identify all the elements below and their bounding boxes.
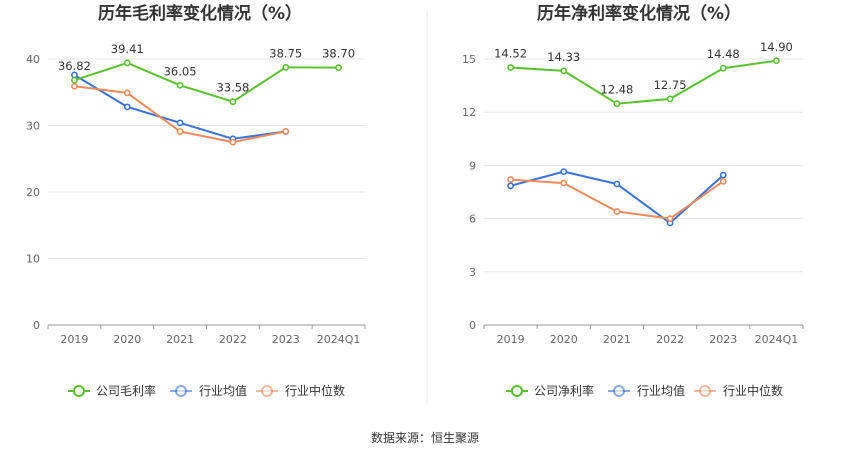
x-tick-label: 2024Q1 [755,333,799,346]
legend-label: 行业均值 [637,383,685,398]
data-point-industry_avg [560,168,568,176]
legend-swatch-marker [73,385,85,397]
data-point-industry_median [176,128,184,135]
data-point-industry_avg [613,180,621,188]
data-point-industry_avg [507,182,514,190]
legend-swatch-marker [175,385,187,397]
data-point-industry_median [229,138,237,146]
data-label: 33.58 [216,81,249,95]
x-tick-label: 2022 [656,333,684,346]
data-label: 14.33 [547,50,580,64]
legend-swatch-marker [699,385,711,397]
data-label: 14.48 [707,47,740,61]
legend-label: 公司净利率 [534,383,594,398]
series-line-company [510,59,777,105]
data-point-industry_avg [123,103,131,111]
data-point-industry_median [719,177,727,185]
data-label: 14.90 [760,40,793,54]
y-tick-label: 20 [26,186,40,199]
data-point-company [773,57,780,65]
x-tick-label: 2023 [709,333,737,346]
data-point-industry_avg [719,171,727,179]
data-point-industry_median [282,128,290,135]
data-label: 39.41 [111,42,144,56]
x-tick-label: 2021 [166,333,194,346]
x-tick-label: 2020 [550,333,578,346]
data-point-industry_median [613,208,621,215]
y-tick-label: 0 [469,319,476,332]
data-point-company [335,64,342,72]
data-point-company [282,63,290,71]
data-label: 36.82 [58,59,91,73]
y-tick-label: 10 [26,253,40,266]
x-tick-label: 2019 [60,333,88,346]
data-point-company [666,95,674,103]
data-point-industry_median [507,176,514,183]
x-tick-label: 2023 [272,333,300,346]
legend-swatch-marker [511,385,523,397]
data-point-industry_median [666,215,674,222]
data-point-company [71,76,78,84]
data-label: 12.48 [600,83,633,97]
data-point-company [507,64,514,71]
y-tick-label: 40 [26,53,40,66]
x-tick-label: 2020 [113,333,141,346]
data-point-industry_avg [176,119,184,127]
legend-label: 行业中位数 [723,383,783,398]
chart-title: 历年毛利率变化情况（%） [98,3,302,24]
legend-label: 行业均值 [199,383,247,398]
data-point-company [719,64,727,72]
x-tick-label: 2021 [603,333,631,346]
chart-title: 历年净利率变化情况（%） [537,3,741,24]
legend-label: 行业中位数 [285,383,345,398]
x-tick-label: 2024Q1 [317,333,361,346]
data-point-industry_median [123,89,131,97]
data-point-company [613,100,621,108]
data-label: 36.05 [164,64,197,78]
data-label: 12.75 [654,78,687,92]
data-point-company [123,59,131,67]
y-tick-label: 6 [469,213,476,226]
series-line-company [74,61,339,103]
y-tick-label: 3 [469,266,476,279]
y-tick-label: 9 [469,159,476,172]
x-tick-label: 2019 [497,333,525,346]
data-point-company [229,98,237,106]
y-tick-label: 0 [33,319,40,332]
legend-swatch-marker [261,385,273,397]
data-label: 38.75 [269,46,302,60]
source-label: 数据来源：恒生聚源 [371,430,479,445]
x-tick-label: 2022 [219,333,247,346]
legend-label: 公司毛利率 [96,383,156,398]
data-point-company [176,81,184,89]
y-tick-label: 15 [462,53,476,66]
series-line-industry_avg [510,170,724,225]
legend-swatch-marker [613,385,625,397]
data-point-company [560,67,568,75]
data-point-industry_median [71,82,78,90]
data-label: 14.52 [494,47,527,61]
y-tick-label: 30 [26,120,40,133]
data-point-industry_median [560,179,568,187]
y-tick-label: 12 [462,106,476,119]
data-label: 38.70 [322,47,355,61]
